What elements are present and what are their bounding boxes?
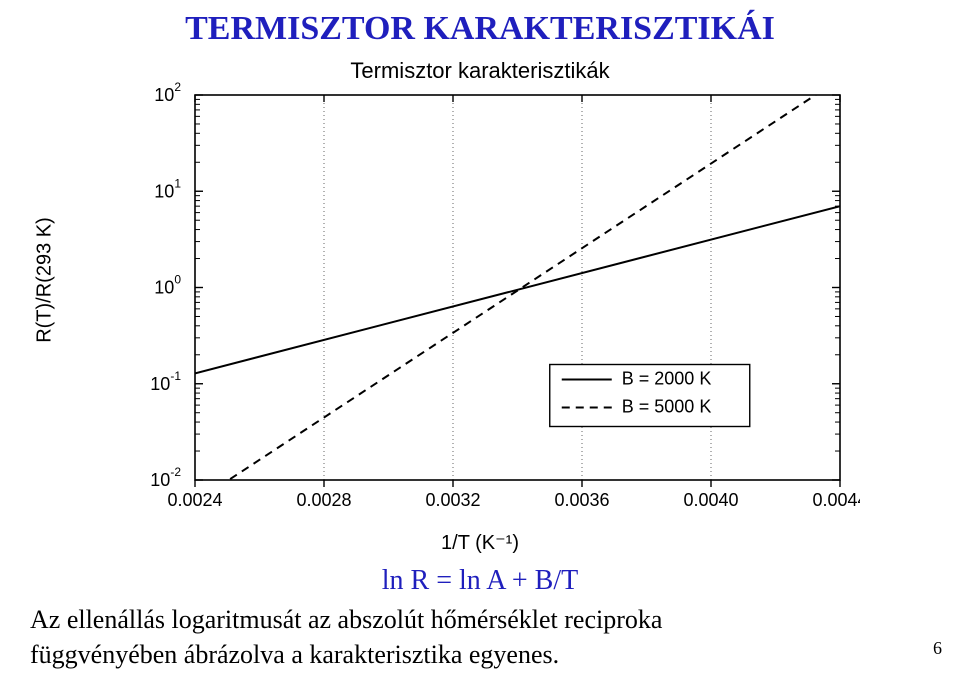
thermistor-chart: 0.0024 0.0028 0.0032 0.0036 0.0040 0.0044 10-2… [100, 60, 860, 520]
svg-text:10-1: 10-1 [150, 369, 181, 394]
y-axis-label: R(T)/R(293 K) [34, 180, 57, 380]
chart-title: Termisztor karakterisztikák [100, 58, 860, 84]
svg-text:10-2: 10-2 [150, 465, 181, 490]
svg-text:B = 2000 K: B = 2000 K [622, 369, 712, 389]
svg-text:B = 5000 K: B = 5000 K [622, 397, 712, 417]
svg-text:0.0044: 0.0044 [812, 490, 860, 510]
x-axis-label: 1/T (K⁻¹) [100, 530, 860, 555]
svg-text:0.0040: 0.0040 [683, 490, 738, 510]
svg-text:101: 101 [154, 176, 181, 201]
formula-text: ln R = ln A + B/T [0, 565, 960, 597]
svg-text:0.0032: 0.0032 [425, 490, 480, 510]
body-line-2: függvényében ábrázolva a karakterisztika… [30, 640, 930, 670]
page-number: 6 [933, 638, 942, 659]
svg-text:100: 100 [154, 273, 181, 298]
svg-text:0.0024: 0.0024 [167, 490, 222, 510]
svg-text:0.0028: 0.0028 [296, 490, 351, 510]
svg-text:0.0036: 0.0036 [554, 490, 609, 510]
page-title: TERMISZTOR KARAKTERISZTIKÁI [0, 10, 960, 48]
body-line-1: Az ellenállás logaritmusát az abszolút h… [30, 605, 930, 635]
